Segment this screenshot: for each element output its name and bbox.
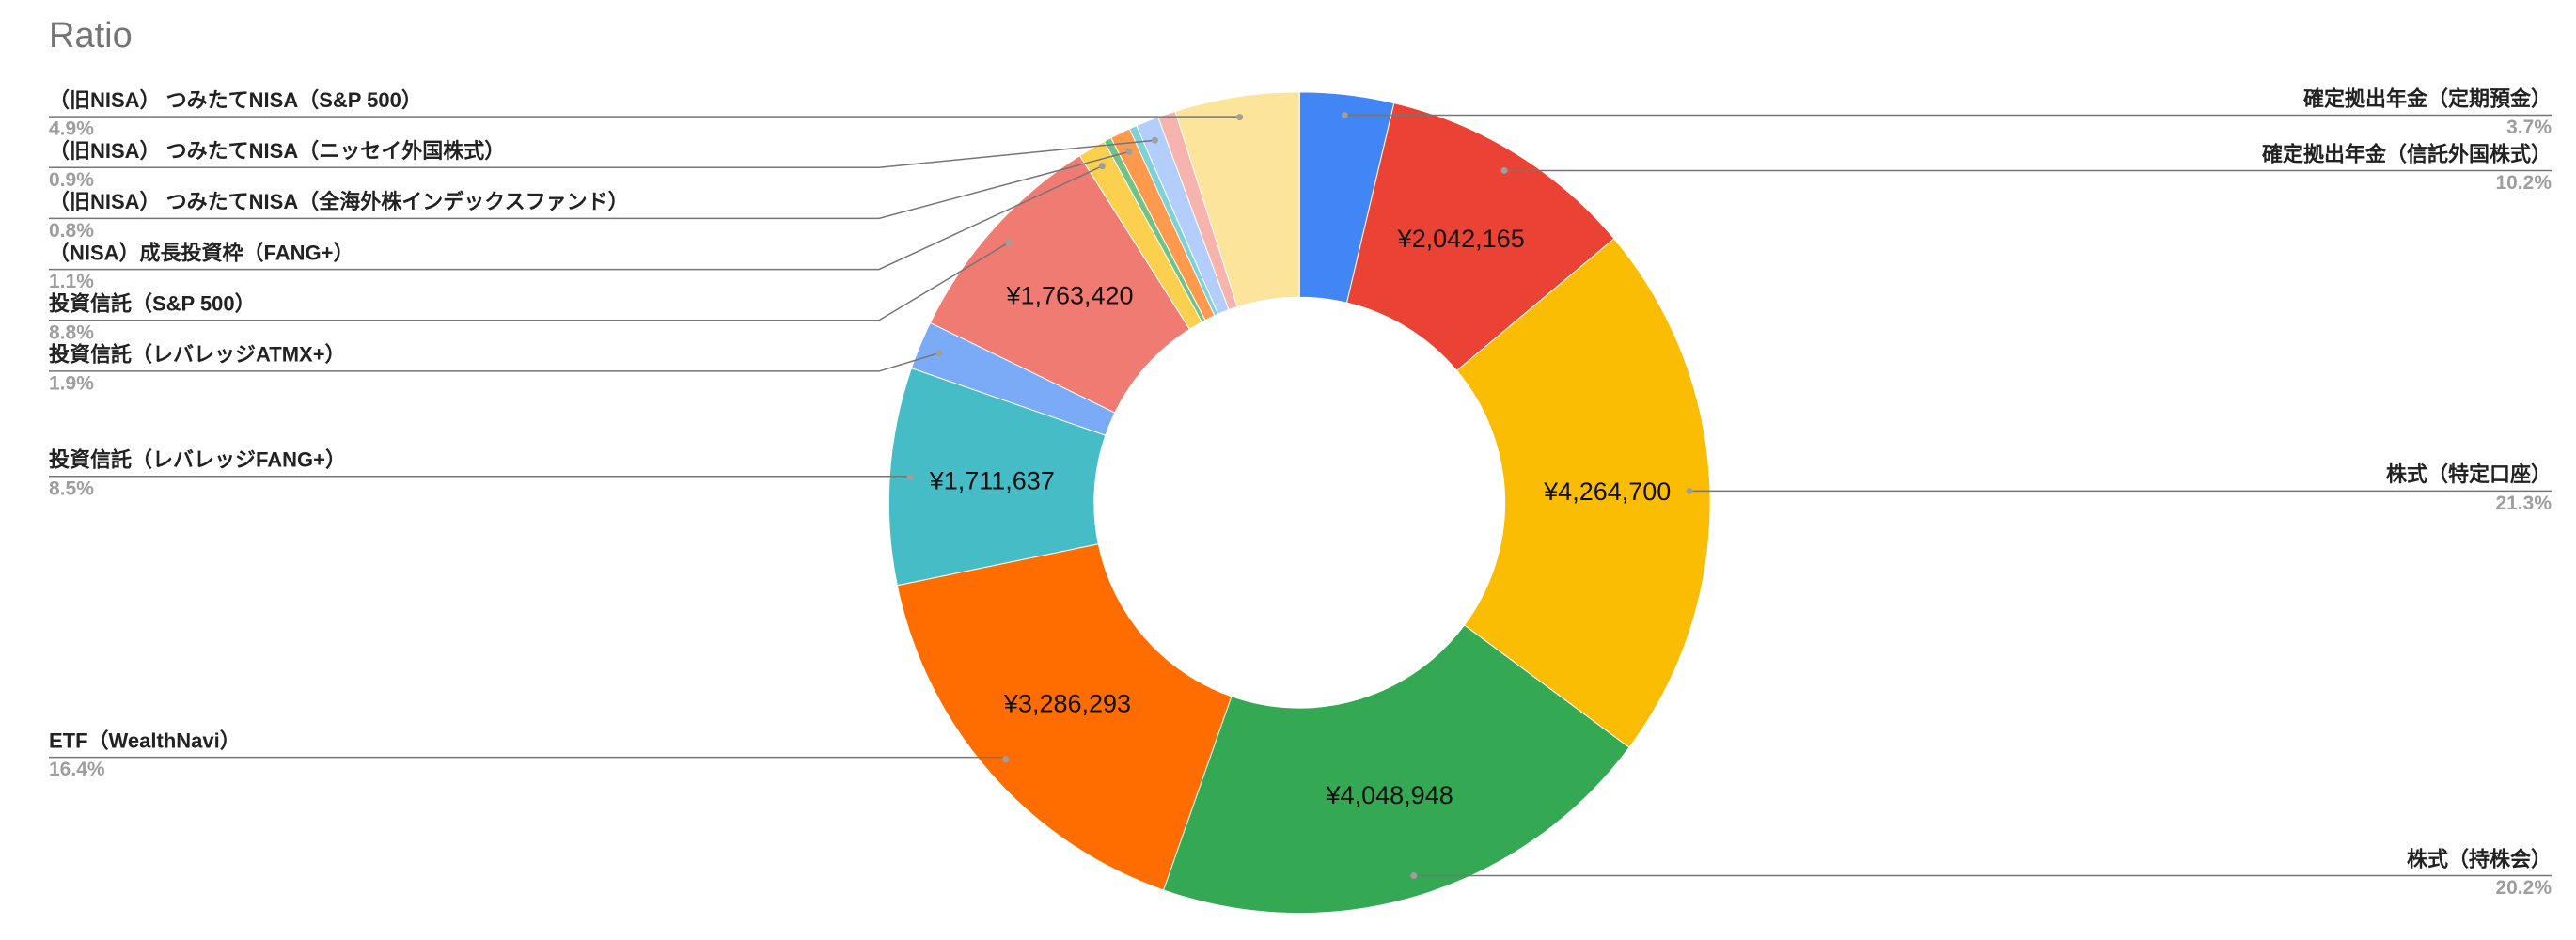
leader-line	[49, 476, 911, 478]
category-label: 投資信託（レバレッジATMX+）	[49, 343, 346, 367]
leader-dot	[1005, 239, 1013, 246]
value-label: ¥2,042,165	[1397, 225, 1525, 253]
percent-label: 4.9%	[49, 118, 94, 140]
leader-dot	[1002, 756, 1010, 763]
leader-dot	[1686, 487, 1693, 494]
category-label: （旧NISA） つみたてNISA（S&P 500）	[49, 88, 422, 112]
percent-label: 1.9%	[49, 372, 94, 394]
slice	[896, 543, 1233, 891]
leader-line	[49, 116, 1241, 118]
percent-label: 21.3%	[2495, 493, 2552, 514]
category-label: 株式（特定口座）	[2386, 462, 2552, 486]
leader-dot	[935, 350, 943, 357]
leader-dot	[1236, 114, 1244, 121]
leader-dot	[1500, 166, 1508, 174]
leader-line	[49, 150, 1130, 220]
category-label: （旧NISA） つみたてNISA（ニッセイ外国株式）	[49, 139, 505, 163]
percent-label: 20.2%	[2495, 877, 2552, 899]
leader-dot	[906, 474, 914, 481]
category-label: （旧NISA） つみたてNISA（全海外株インデックスファンド）	[49, 190, 629, 213]
slice	[1174, 91, 1300, 308]
slice	[1345, 102, 1615, 372]
category-label: 投資信託（S&P 500）	[49, 292, 256, 316]
leader-dot	[1098, 163, 1106, 170]
percent-label: 16.4%	[49, 759, 105, 780]
percent-label: 3.7%	[2506, 117, 2552, 138]
leader-dot	[1151, 136, 1158, 144]
percent-label: 0.8%	[49, 220, 94, 242]
slice	[1455, 238, 1711, 748]
value-label: ¥1,763,420	[1005, 281, 1133, 309]
value-label: ¥3,286,293	[1003, 689, 1131, 717]
leader-line	[49, 164, 1103, 271]
percent-label: 8.5%	[49, 478, 94, 499]
leader-line	[49, 139, 1155, 168]
leader-dot	[1125, 148, 1133, 155]
leader-dot	[1341, 111, 1348, 118]
chart-title: Ratio	[49, 16, 133, 55]
percent-label: 10.2%	[2495, 172, 2552, 194]
leader-line	[49, 242, 1010, 321]
slice	[1162, 624, 1630, 914]
percent-label: 8.8%	[49, 321, 94, 343]
value-label: ¥4,048,948	[1326, 781, 1453, 809]
percent-label: 1.1%	[49, 271, 94, 292]
leader-line	[49, 352, 940, 372]
value-label: ¥1,711,637	[929, 466, 1055, 494]
category-label: 投資信託（レバレッジFANG+）	[49, 448, 346, 472]
percent-label: 0.9%	[49, 169, 94, 191]
value-label: ¥4,264,700	[1543, 478, 1671, 506]
leader-dot	[1410, 872, 1418, 880]
category-label: （NISA）成長投資枠（FANG+）	[49, 241, 354, 264]
category-label: 確定拠出年金（定期預金）	[2303, 86, 2552, 110]
category-label: ETF（WealthNavi）	[49, 728, 241, 752]
category-label: 株式（持株会）	[2407, 847, 2552, 870]
category-label: 確定拠出年金（信託外国株式）	[2262, 142, 2552, 165]
